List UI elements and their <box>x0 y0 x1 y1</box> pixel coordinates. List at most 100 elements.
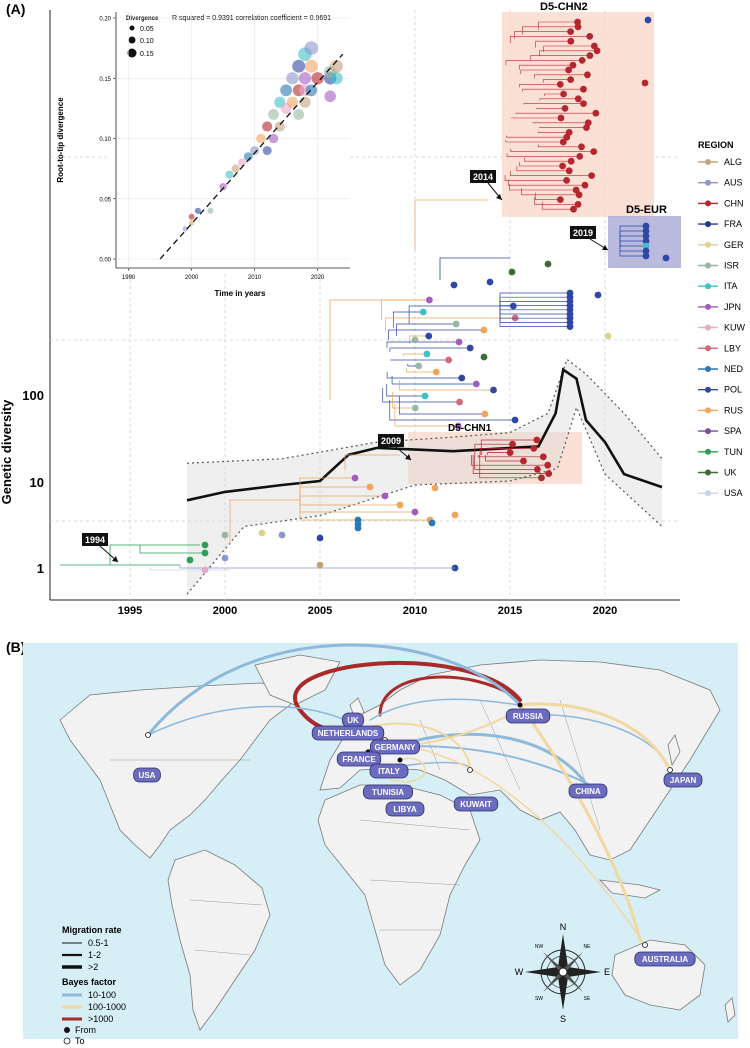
inset-points <box>159 41 344 260</box>
inset-point <box>268 109 279 120</box>
tree-tip <box>466 344 474 352</box>
tree-tip <box>538 474 545 482</box>
tree-branch <box>508 179 585 186</box>
inset-point <box>286 96 298 108</box>
tree-tip <box>642 227 650 235</box>
tree-branch <box>541 201 574 210</box>
svg-text:CHN: CHN <box>724 198 744 208</box>
region-legend-item-alg: ALG <box>698 157 742 167</box>
tree-branch <box>534 197 579 205</box>
tree-branch <box>510 148 594 152</box>
tree-tip <box>455 338 463 346</box>
tree-tip <box>351 474 359 482</box>
tree-tip <box>563 133 571 141</box>
route-yellow-2 <box>518 703 642 942</box>
tree-tip <box>432 368 440 376</box>
tree-branch <box>542 79 571 83</box>
tree-branch <box>179 565 455 569</box>
compass-e: E <box>604 967 610 977</box>
route-yellow-4 <box>359 722 471 771</box>
tree-tip <box>578 57 586 64</box>
country-label-russia: RUSSIA <box>505 708 551 724</box>
inset-regression: Root-to-tip divergence Time in years R s… <box>56 8 350 298</box>
date-tag-2019: 2019 <box>570 226 609 251</box>
skyline-plot <box>186 358 663 595</box>
panel-a-ylabel: Genetic diversity <box>0 399 14 505</box>
tree-tip <box>186 556 194 564</box>
tree-tip <box>258 529 266 537</box>
svg-text:NED: NED <box>724 364 744 374</box>
tree-branch <box>299 495 385 500</box>
svg-text:FRA: FRA <box>724 219 742 229</box>
ytick-10: 10 <box>30 475 44 490</box>
size-legend-dot-mid <box>128 36 136 44</box>
country-label-libya: LIBYA <box>385 801 425 817</box>
country-label-tunisia: TUNISIA <box>362 784 413 800</box>
tree-tip <box>421 392 429 400</box>
tree-tip <box>316 561 324 569</box>
bf-label-2: 100-1000 <box>88 1002 126 1012</box>
inset-point <box>299 96 311 108</box>
tree-tip <box>588 172 596 180</box>
tree-tip <box>458 374 466 382</box>
tree-tip <box>570 205 577 213</box>
compass-w: W <box>515 967 524 977</box>
tree-branch <box>509 36 590 44</box>
tree-tip <box>641 79 649 87</box>
svg-text:AUSTRALIA: AUSTRALIA <box>642 955 688 964</box>
tree-branch <box>382 388 460 403</box>
tree-tip <box>642 222 650 230</box>
tree-branch <box>391 376 477 385</box>
panel-b-label: (B) <box>6 639 25 655</box>
tree-branch <box>477 455 544 458</box>
tree-branch <box>479 448 534 455</box>
inset-ytick: 0.20 <box>99 17 111 23</box>
tree-branch <box>386 372 462 379</box>
tree-branch <box>523 103 584 105</box>
bf-label-1: 10-100 <box>88 990 116 1000</box>
tree-branch <box>519 64 573 70</box>
tree-tip <box>662 254 670 262</box>
tree-branch <box>414 199 488 250</box>
inset-ytick: 0.15 <box>99 77 111 83</box>
tree-tip <box>278 531 286 539</box>
continents <box>59 654 736 1031</box>
north-america <box>59 682 301 859</box>
tree-branch <box>536 108 566 110</box>
tree-branch <box>521 188 580 196</box>
svg-text:JPN: JPN <box>724 302 741 312</box>
tree-tip <box>415 362 423 370</box>
route-blue-2 <box>147 705 346 736</box>
median-diversity-line <box>186 367 663 502</box>
tree-tip <box>567 157 575 165</box>
tree-tip <box>201 566 209 574</box>
svg-text:TUN: TUN <box>724 447 743 457</box>
tree-tip <box>396 501 404 509</box>
region-legend-item-jpn: JPN <box>698 302 741 312</box>
clade-box-chn2 <box>502 12 654 217</box>
tree-tip <box>576 153 584 160</box>
country-label-germany: GERMANY <box>369 739 420 755</box>
region-legend-item-rus: RUS <box>698 405 743 415</box>
inset-point <box>304 41 319 55</box>
region-legend-item-fra: FRA <box>698 219 742 229</box>
tree-branch <box>530 55 590 61</box>
tree-tip <box>574 95 582 103</box>
tree-tip <box>556 196 564 204</box>
tree-tip <box>580 85 587 93</box>
tree-branch <box>499 296 570 300</box>
tree-tip <box>539 453 547 461</box>
tree-tip <box>642 247 650 255</box>
svg-text:NETHERLANDS: NETHERLANDS <box>318 729 379 738</box>
tree-branch <box>499 300 570 319</box>
africa <box>317 784 481 986</box>
svg-text:RUSSIA: RUSSIA <box>513 712 543 721</box>
tree-branch <box>386 384 425 397</box>
tree-tip <box>490 386 497 394</box>
tree-branch <box>518 162 563 167</box>
inset-point <box>280 84 292 97</box>
tree-tip <box>567 37 575 45</box>
tree-branch <box>480 439 537 455</box>
tree-branch <box>407 364 419 367</box>
